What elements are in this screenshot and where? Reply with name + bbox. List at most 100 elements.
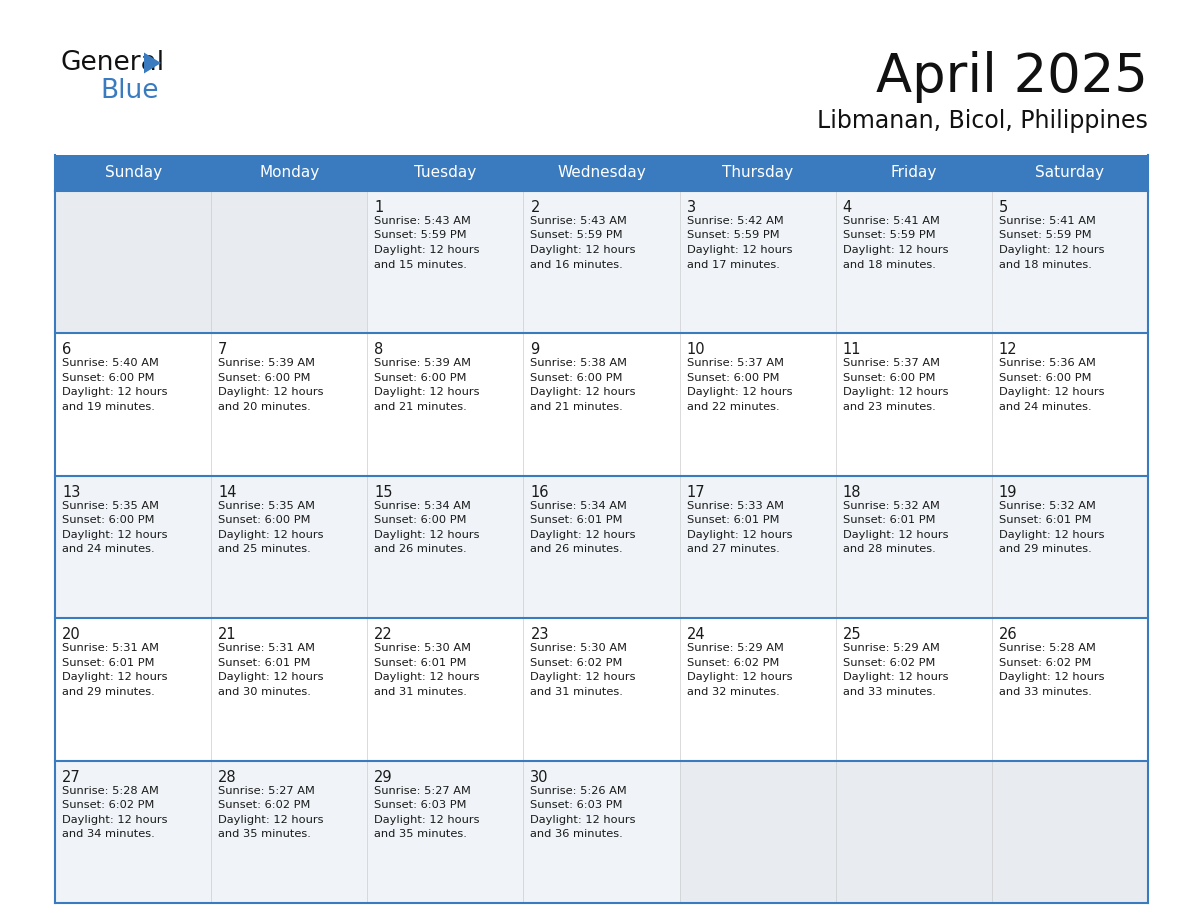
Text: 1: 1: [374, 200, 384, 215]
Text: Sunset: 6:00 PM: Sunset: 6:00 PM: [374, 515, 467, 525]
Text: and 21 minutes.: and 21 minutes.: [374, 402, 467, 412]
Bar: [835, 618, 992, 761]
Text: Sunrise: 5:37 AM: Sunrise: 5:37 AM: [842, 358, 940, 368]
Text: Sunset: 6:01 PM: Sunset: 6:01 PM: [842, 515, 935, 525]
Bar: [211, 476, 367, 618]
Text: 13: 13: [62, 485, 81, 499]
Text: 30: 30: [530, 769, 549, 785]
Text: and 33 minutes.: and 33 minutes.: [999, 687, 1092, 697]
Text: Sunrise: 5:29 AM: Sunrise: 5:29 AM: [687, 644, 783, 654]
Text: Daylight: 12 hours: Daylight: 12 hours: [687, 245, 792, 255]
Text: Sunrise: 5:34 AM: Sunrise: 5:34 AM: [374, 501, 472, 510]
Text: Friday: Friday: [891, 165, 937, 181]
Text: Daylight: 12 hours: Daylight: 12 hours: [842, 530, 948, 540]
Text: Daylight: 12 hours: Daylight: 12 hours: [842, 387, 948, 397]
Text: and 20 minutes.: and 20 minutes.: [219, 402, 311, 412]
Text: Daylight: 12 hours: Daylight: 12 hours: [687, 530, 792, 540]
Bar: [367, 191, 524, 333]
Text: Daylight: 12 hours: Daylight: 12 hours: [62, 530, 168, 540]
Text: Daylight: 12 hours: Daylight: 12 hours: [219, 530, 323, 540]
Bar: [992, 191, 1148, 333]
Text: Daylight: 12 hours: Daylight: 12 hours: [374, 387, 480, 397]
Text: Sunset: 6:02 PM: Sunset: 6:02 PM: [530, 657, 623, 667]
Text: Sunset: 5:59 PM: Sunset: 5:59 PM: [999, 230, 1092, 241]
Text: 4: 4: [842, 200, 852, 215]
Text: Sunset: 6:02 PM: Sunset: 6:02 PM: [62, 800, 154, 810]
Text: Daylight: 12 hours: Daylight: 12 hours: [62, 672, 168, 682]
Polygon shape: [144, 52, 162, 73]
Bar: [211, 191, 367, 333]
Text: Sunrise: 5:43 AM: Sunrise: 5:43 AM: [374, 216, 472, 226]
Text: 20: 20: [62, 627, 81, 643]
Text: 3: 3: [687, 200, 696, 215]
Text: 18: 18: [842, 485, 861, 499]
Text: and 16 minutes.: and 16 minutes.: [530, 260, 624, 270]
Text: Wednesday: Wednesday: [557, 165, 646, 181]
Text: and 24 minutes.: and 24 minutes.: [999, 402, 1092, 412]
Text: Daylight: 12 hours: Daylight: 12 hours: [62, 387, 168, 397]
Bar: [524, 476, 680, 618]
Text: 25: 25: [842, 627, 861, 643]
Text: 9: 9: [530, 342, 539, 357]
Text: and 31 minutes.: and 31 minutes.: [530, 687, 624, 697]
Text: 11: 11: [842, 342, 861, 357]
Text: and 30 minutes.: and 30 minutes.: [219, 687, 311, 697]
Text: Sunrise: 5:41 AM: Sunrise: 5:41 AM: [999, 216, 1095, 226]
Text: Sunrise: 5:35 AM: Sunrise: 5:35 AM: [219, 501, 315, 510]
Bar: [367, 761, 524, 903]
Text: Daylight: 12 hours: Daylight: 12 hours: [219, 814, 323, 824]
Text: 22: 22: [374, 627, 393, 643]
Text: Sunrise: 5:27 AM: Sunrise: 5:27 AM: [219, 786, 315, 796]
Bar: [992, 761, 1148, 903]
Text: and 36 minutes.: and 36 minutes.: [530, 829, 624, 839]
Text: Sunset: 6:02 PM: Sunset: 6:02 PM: [687, 657, 779, 667]
Text: April 2025: April 2025: [876, 50, 1148, 103]
Text: Daylight: 12 hours: Daylight: 12 hours: [530, 387, 636, 397]
Text: Sunrise: 5:43 AM: Sunrise: 5:43 AM: [530, 216, 627, 226]
Text: 14: 14: [219, 485, 236, 499]
Bar: [55, 476, 211, 618]
Text: and 18 minutes.: and 18 minutes.: [842, 260, 936, 270]
Text: Daylight: 12 hours: Daylight: 12 hours: [374, 814, 480, 824]
Text: 12: 12: [999, 342, 1017, 357]
Bar: [55, 333, 211, 476]
Text: 2: 2: [530, 200, 539, 215]
Bar: [211, 333, 367, 476]
Text: Daylight: 12 hours: Daylight: 12 hours: [999, 672, 1105, 682]
Text: Sunset: 6:01 PM: Sunset: 6:01 PM: [219, 657, 310, 667]
Text: and 15 minutes.: and 15 minutes.: [374, 260, 467, 270]
Bar: [55, 618, 211, 761]
Text: and 35 minutes.: and 35 minutes.: [219, 829, 311, 839]
Text: and 17 minutes.: and 17 minutes.: [687, 260, 779, 270]
Bar: [367, 333, 524, 476]
Bar: [680, 191, 835, 333]
Text: Sunset: 5:59 PM: Sunset: 5:59 PM: [687, 230, 779, 241]
Text: 17: 17: [687, 485, 706, 499]
Text: Daylight: 12 hours: Daylight: 12 hours: [687, 672, 792, 682]
Text: 21: 21: [219, 627, 236, 643]
Text: 15: 15: [374, 485, 393, 499]
Text: 29: 29: [374, 769, 393, 785]
Text: and 24 minutes.: and 24 minutes.: [62, 544, 154, 554]
Text: 6: 6: [62, 342, 71, 357]
Text: Daylight: 12 hours: Daylight: 12 hours: [530, 530, 636, 540]
Text: 7: 7: [219, 342, 228, 357]
Text: Daylight: 12 hours: Daylight: 12 hours: [530, 814, 636, 824]
Text: Tuesday: Tuesday: [415, 165, 476, 181]
Text: Daylight: 12 hours: Daylight: 12 hours: [999, 530, 1105, 540]
Text: Sunrise: 5:36 AM: Sunrise: 5:36 AM: [999, 358, 1095, 368]
Text: Sunrise: 5:38 AM: Sunrise: 5:38 AM: [530, 358, 627, 368]
Bar: [835, 191, 992, 333]
Text: Monday: Monday: [259, 165, 320, 181]
Text: and 25 minutes.: and 25 minutes.: [219, 544, 311, 554]
Text: Daylight: 12 hours: Daylight: 12 hours: [219, 387, 323, 397]
Bar: [680, 476, 835, 618]
Text: Sunrise: 5:26 AM: Sunrise: 5:26 AM: [530, 786, 627, 796]
Text: Sunrise: 5:28 AM: Sunrise: 5:28 AM: [62, 786, 159, 796]
Text: Sunset: 6:01 PM: Sunset: 6:01 PM: [530, 515, 623, 525]
Text: Daylight: 12 hours: Daylight: 12 hours: [219, 672, 323, 682]
Text: Sunrise: 5:31 AM: Sunrise: 5:31 AM: [62, 644, 159, 654]
Text: Sunset: 6:01 PM: Sunset: 6:01 PM: [374, 657, 467, 667]
Text: Daylight: 12 hours: Daylight: 12 hours: [530, 245, 636, 255]
Bar: [680, 761, 835, 903]
